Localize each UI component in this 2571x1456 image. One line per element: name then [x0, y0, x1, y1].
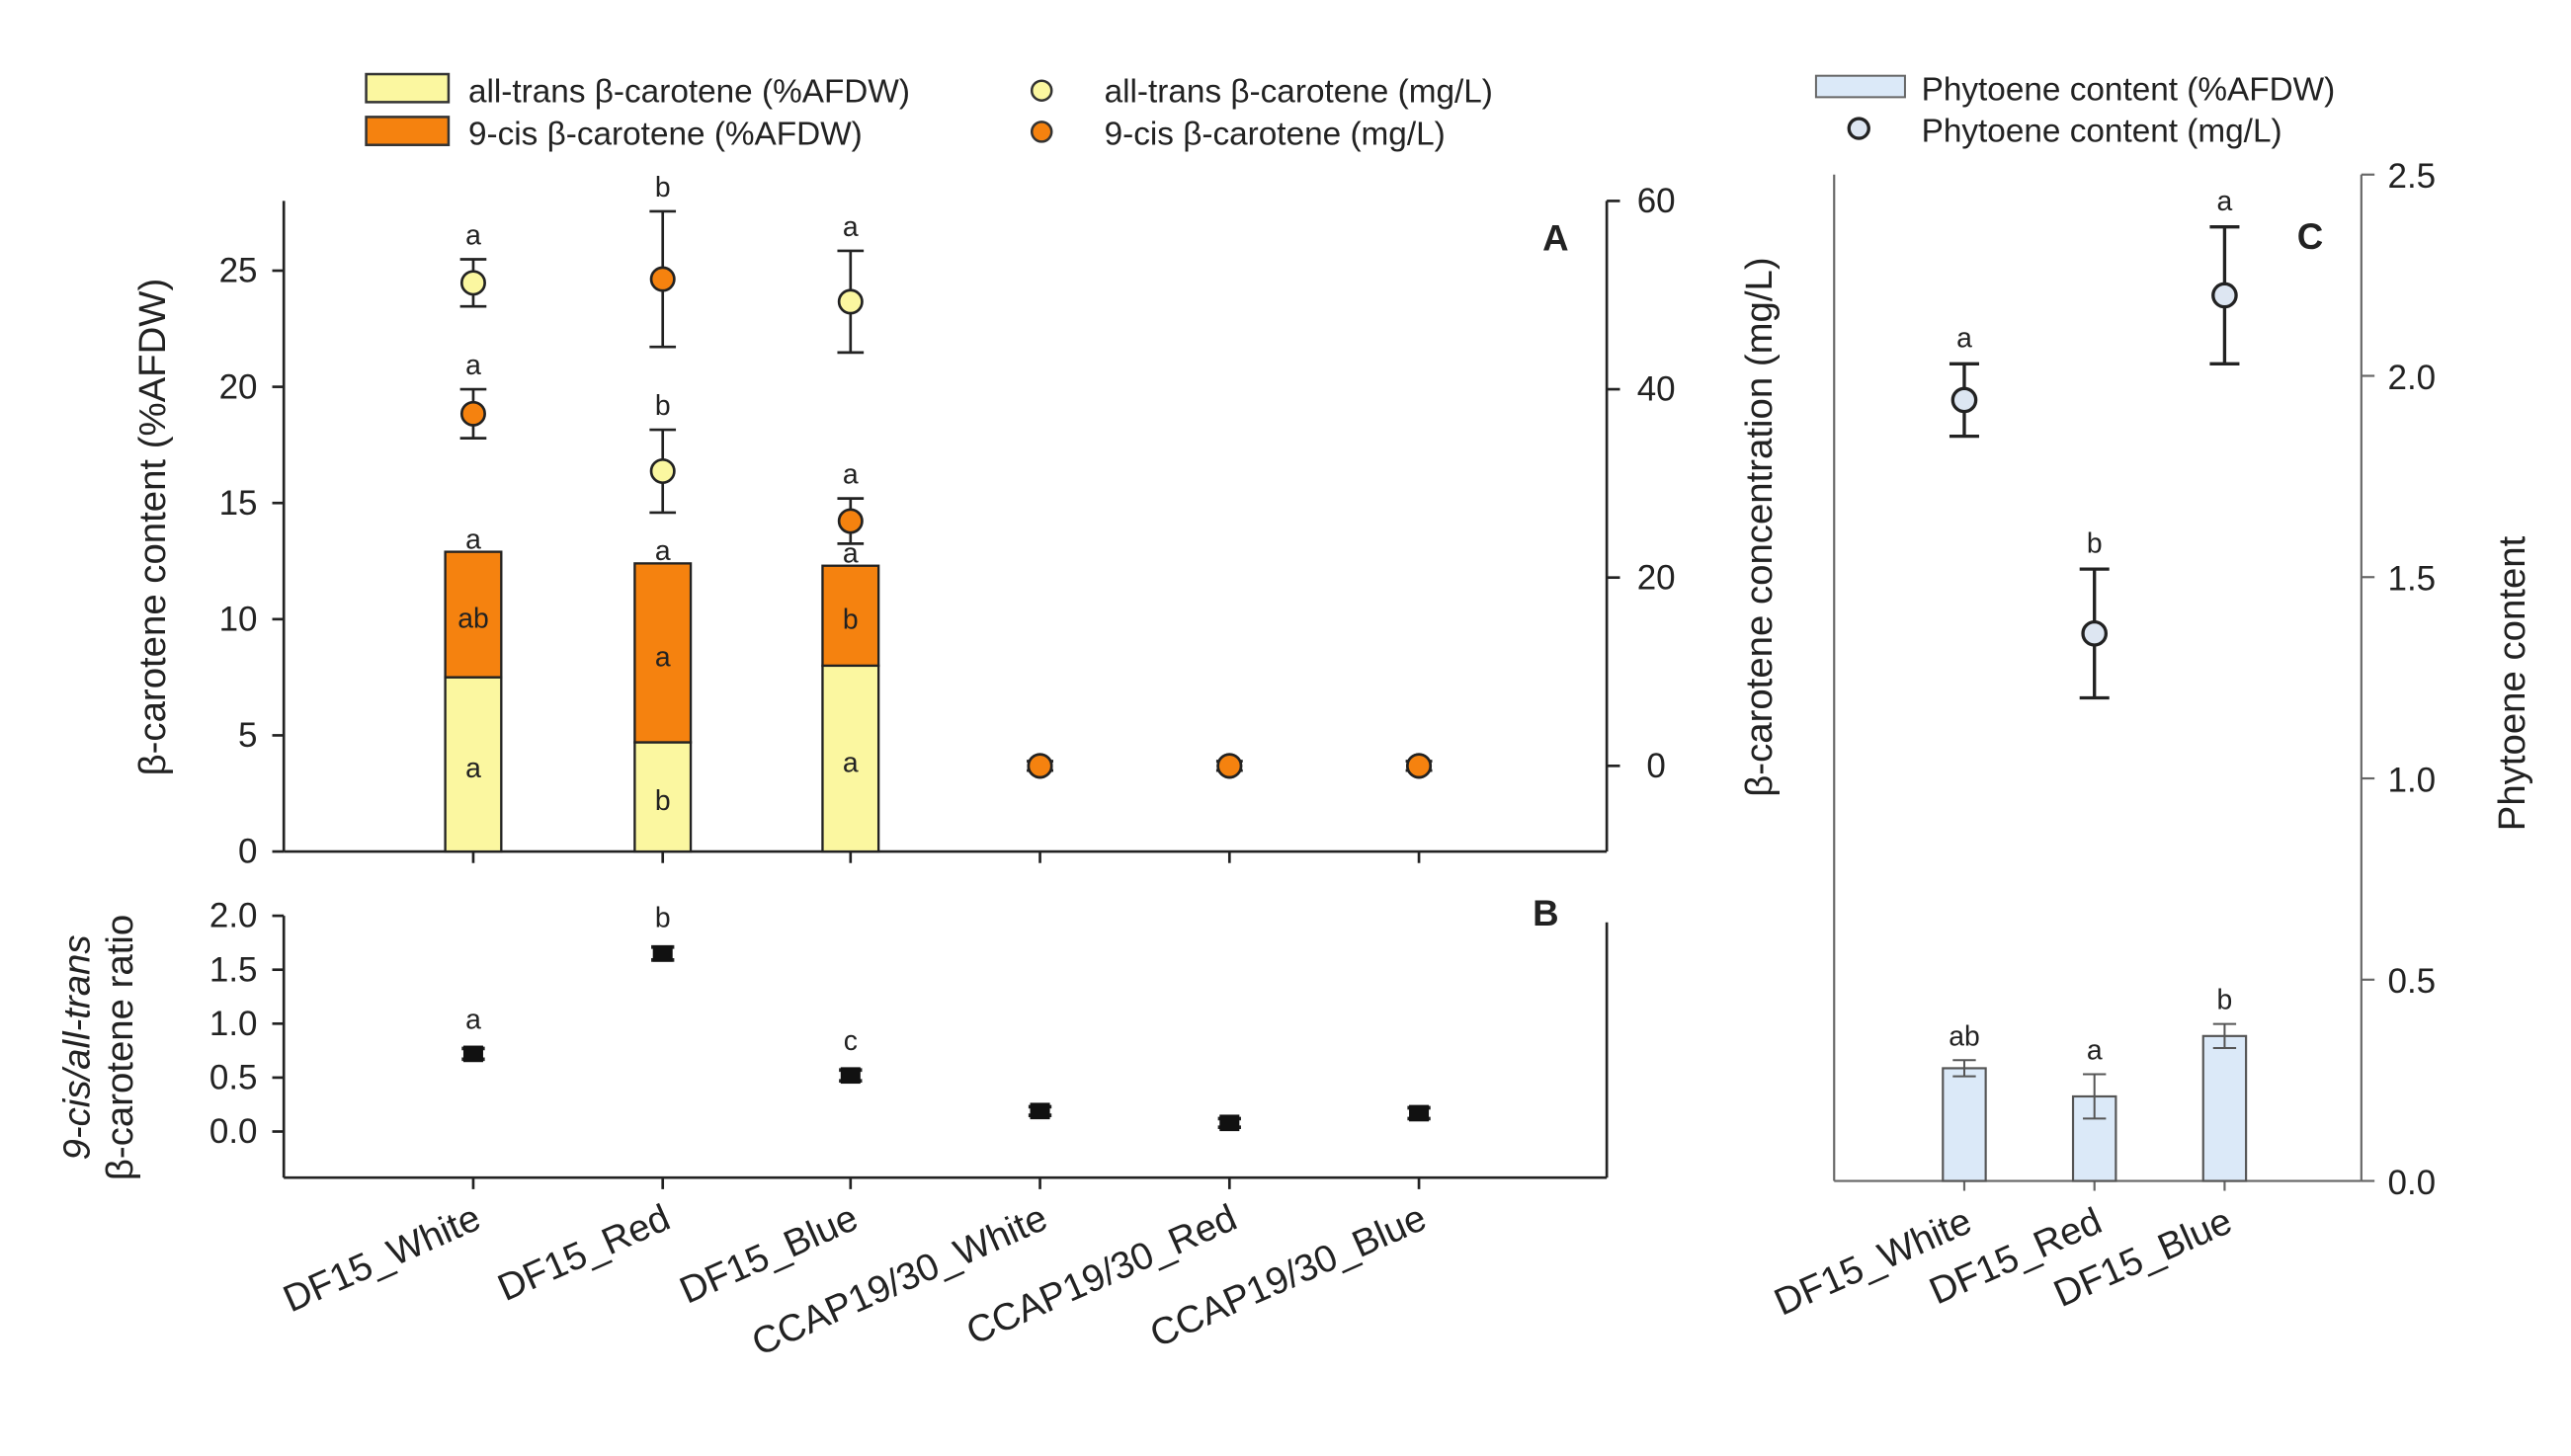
point-all-trans — [837, 288, 864, 315]
y-tick-label: 10 — [219, 601, 258, 639]
panel-label-b: B — [1533, 893, 1558, 933]
legend-swatch-9cis-bar — [365, 116, 451, 146]
y-tick-label: 2.5 — [2388, 157, 2437, 196]
y-tick-label: 5 — [238, 716, 257, 755]
point-9-cis — [459, 400, 486, 427]
bar-all-trans — [633, 741, 693, 853]
significance-letter: a — [2217, 186, 2233, 217]
significance-letter: ab — [457, 603, 489, 634]
x-tick-label: DF15_Red — [491, 1196, 676, 1310]
significance-letter: b — [655, 903, 671, 934]
panel-b-ylabel-line2: β-carotene ratio — [99, 915, 141, 1180]
legend-a: all-trans β-carotene (%AFDW) 9-cis β-car… — [365, 72, 1493, 153]
significance-letter: b — [843, 605, 859, 636]
y-tick-label: 15 — [219, 484, 258, 523]
y-tick-label: 2.0 — [209, 897, 258, 935]
y-tick-label: 1.0 — [209, 1005, 258, 1043]
point-9-cis — [1027, 753, 1053, 779]
legend-swatch-phytoene-bar — [1814, 74, 1906, 99]
significance-letter: a — [465, 524, 481, 555]
significance-letter: b — [655, 172, 671, 203]
panel-b: 0.00.51.01.52.0aDF15_WhitebDF15_RedcDF15… — [209, 897, 1609, 1364]
point-phytoene — [2081, 619, 2109, 647]
y-tick-label: 2.0 — [2388, 359, 2437, 397]
y-right-tick-label: 60 — [1637, 182, 1676, 220]
legend-c: Phytoene content (%AFDW) Phytoene conten… — [1814, 72, 2336, 149]
legend-marker-all-trans-point — [1030, 79, 1053, 102]
legend-label: 9-cis β-carotene (%AFDW) — [468, 117, 863, 153]
significance-letter: b — [655, 390, 671, 422]
legend-label: 9-cis β-carotene (mg/L) — [1105, 117, 1446, 153]
significance-letter: a — [655, 641, 671, 673]
significance-letter: a — [843, 459, 859, 491]
significance-letter: b — [2217, 985, 2233, 1016]
significance-letter: a — [843, 537, 859, 569]
point-phytoene — [2211, 282, 2238, 309]
legend-label: Phytoene content (mg/L) — [1922, 113, 2282, 149]
ratio-point — [652, 944, 673, 962]
panel-a-ylabel: β-carotene content (%AFDW) — [131, 279, 174, 776]
significance-letter: ab — [1949, 1020, 1980, 1052]
point-all-trans — [649, 457, 676, 484]
significance-letter: c — [844, 1025, 858, 1057]
point-phytoene — [1950, 386, 1978, 414]
y-tick-label: 0 — [238, 833, 257, 871]
bar-9-cis — [821, 564, 880, 668]
point-all-trans — [459, 270, 486, 296]
panel-c-ylabel-right: Phytoene content — [2491, 535, 2533, 831]
panel-label-a: A — [1542, 217, 1568, 258]
panel-b-ylabel-line1: 9-cis/all-trans — [55, 934, 98, 1160]
y-right-tick-label: 20 — [1637, 558, 1676, 597]
legend-swatch-all-trans-bar — [365, 72, 451, 104]
point-9-cis — [1406, 753, 1433, 779]
ratio-point — [1219, 1114, 1240, 1132]
significance-letter: a — [465, 1004, 481, 1035]
point-9-cis — [837, 508, 864, 534]
y-tick-label: 1.5 — [2388, 560, 2437, 599]
significance-letter: a — [465, 220, 481, 252]
significance-letter: a — [843, 211, 859, 243]
significance-letter: a — [465, 753, 481, 784]
x-tick-label: DF15_White — [277, 1196, 486, 1321]
point-9-cis — [649, 266, 676, 292]
legend-marker-phytoene-point — [1847, 117, 1870, 140]
significance-letter: a — [465, 350, 481, 381]
significance-letter: a — [1956, 323, 1972, 355]
point-9-cis — [1216, 753, 1243, 779]
panel-label-c: C — [2297, 216, 2323, 257]
y-tick-label: 25 — [219, 252, 258, 290]
significance-letter: a — [843, 747, 859, 778]
y-tick-label: 0.0 — [2388, 1164, 2437, 1202]
y-tick-label: 0.5 — [2388, 962, 2437, 1001]
y-tick-label: 0.5 — [209, 1059, 258, 1097]
legend-label: Phytoene content (%AFDW) — [1922, 72, 2336, 109]
ratio-point — [1409, 1104, 1430, 1122]
significance-letter: a — [655, 535, 671, 567]
panel-c: 0.00.51.01.52.02.5abaDF15_WhiteabDF15_Re… — [1768, 157, 2436, 1324]
bar-phytoene — [1942, 1067, 1987, 1182]
legend-marker-9cis-point — [1030, 121, 1053, 143]
y-tick-label: 0.0 — [209, 1112, 258, 1151]
significance-letter: b — [2087, 527, 2103, 559]
y-tick-label: 20 — [219, 367, 258, 406]
significance-letter: a — [2087, 1035, 2103, 1067]
legend-label: all-trans β-carotene (mg/L) — [1105, 73, 1493, 110]
significance-letter: b — [655, 785, 671, 817]
y-right-tick-label: 40 — [1637, 370, 1676, 409]
bar-phytoene — [2201, 1034, 2248, 1182]
legend-label: all-trans β-carotene (%AFDW) — [468, 73, 910, 110]
bar-9-cis — [444, 550, 503, 679]
bar-9-cis — [633, 562, 693, 744]
ratio-point — [840, 1067, 861, 1085]
y-tick-label: 1.0 — [2388, 761, 2437, 799]
ratio-point — [462, 1045, 483, 1063]
ratio-point — [1030, 1102, 1050, 1120]
y-right-tick-label: 0 — [1646, 747, 1665, 785]
y-tick-label: 1.5 — [209, 950, 258, 989]
panel-a-ylabel-right: β-carotene concentration (mg/L) — [1738, 257, 1781, 796]
bar-all-trans — [821, 664, 880, 853]
